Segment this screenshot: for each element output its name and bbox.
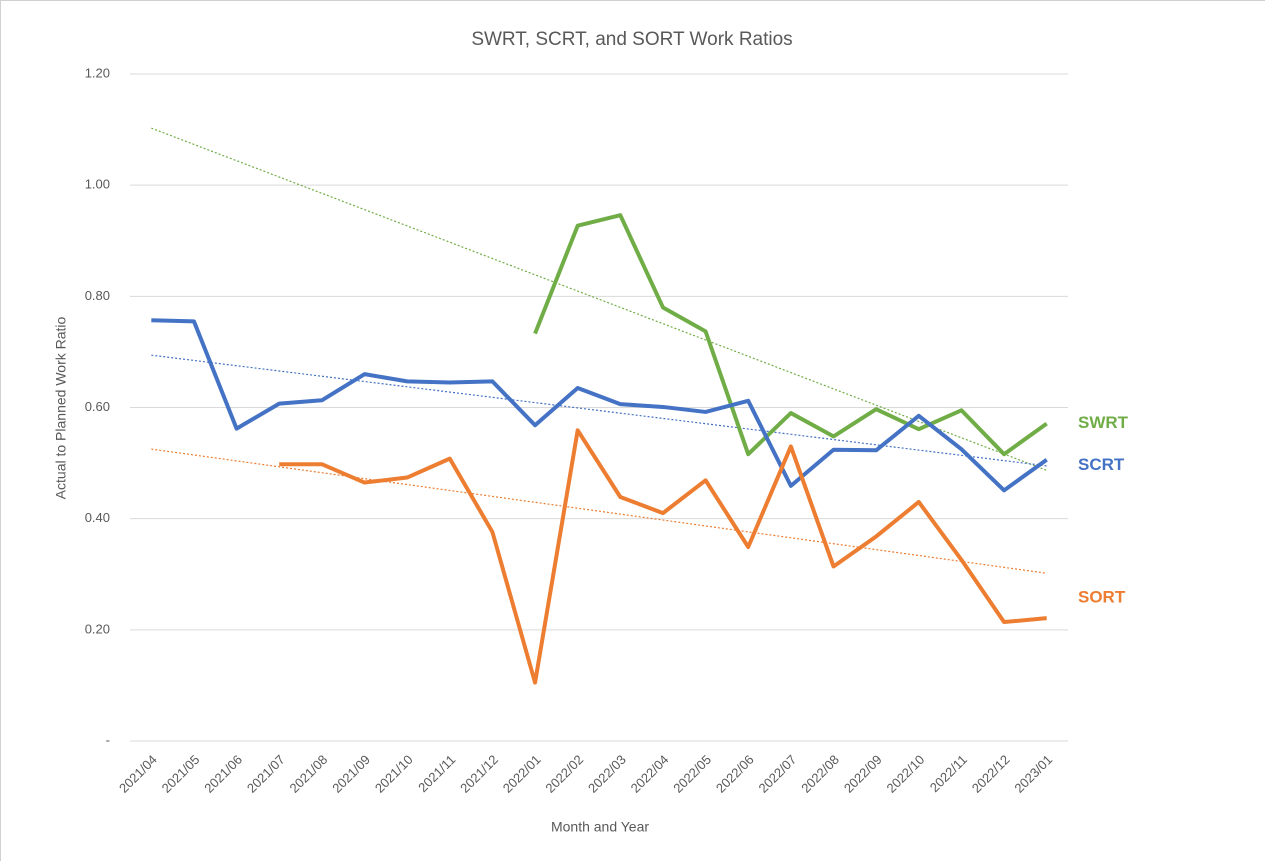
y-tick-label: 0.80 [85, 288, 110, 303]
legend-label: SWRT [1078, 413, 1129, 432]
x-tick-label: 2022/04 [628, 752, 672, 796]
y-tick-label: 0.40 [85, 510, 110, 525]
series-line [533, 213, 1048, 457]
x-tick-label: 2022/07 [756, 752, 800, 796]
x-tick-label: 2021/06 [201, 752, 245, 796]
chart-title: SWRT, SCRT, and SORT Work Ratios [471, 29, 792, 50]
x-axis-label: Month and Year [551, 819, 649, 835]
y-tick-label: 1.20 [85, 65, 110, 80]
y-tick-label: 0.60 [85, 399, 110, 414]
x-tick-label: 2022/05 [670, 752, 714, 796]
x-tick-label: 2022/03 [585, 752, 629, 796]
trendline [151, 448, 1047, 574]
series-line [151, 318, 1048, 493]
x-tick-label: 2022/11 [927, 752, 970, 795]
x-tick-label: 2021/12 [457, 752, 501, 796]
x-tick-label: 2021/10 [372, 752, 416, 796]
legend-label: SORT [1078, 588, 1126, 607]
x-tick-label: 2022/10 [883, 752, 927, 796]
x-tick-label: 2022/08 [798, 752, 842, 796]
x-tick-label: 2021/04 [116, 752, 160, 796]
x-tick-label: 2021/11 [415, 752, 458, 795]
x-tick-label: 2023/01 [1011, 752, 1055, 796]
y-tick-label: - [106, 732, 110, 747]
x-tick-label: 2021/07 [244, 752, 288, 796]
y-tick-label: 0.20 [85, 621, 110, 636]
x-tick-label: 2021/05 [159, 752, 203, 796]
x-tick-label: 2021/08 [287, 752, 331, 796]
y-tick-label: 1.00 [85, 177, 110, 192]
legend-label: SCRT [1078, 455, 1125, 474]
x-tick-label: 2022/06 [713, 752, 757, 796]
x-tick-label: 2022/09 [841, 752, 885, 796]
trendline [151, 354, 1047, 467]
x-tick-label: 2021/09 [329, 752, 373, 796]
y-axis-label: Actual to Planned Work Ratio [53, 316, 69, 499]
x-tick-label: 2022/02 [542, 752, 586, 796]
x-tick-label: 2022/01 [500, 752, 544, 796]
x-tick-label: 2022/12 [969, 752, 1013, 796]
series-line [279, 428, 1047, 685]
